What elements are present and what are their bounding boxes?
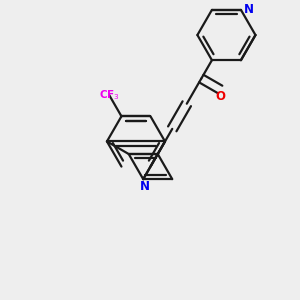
Text: N: N	[140, 180, 150, 194]
Text: N: N	[244, 3, 254, 16]
Text: O: O	[215, 90, 225, 103]
Text: CF$_3$: CF$_3$	[99, 88, 119, 102]
